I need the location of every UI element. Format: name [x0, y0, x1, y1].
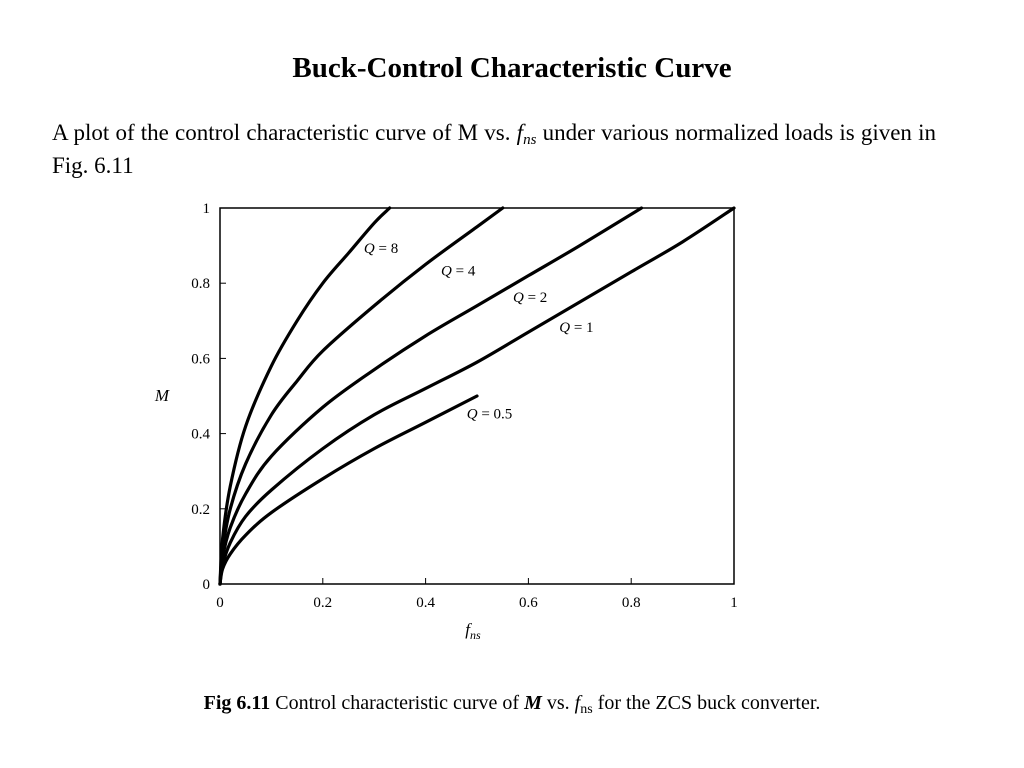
curve-series-0: [218, 206, 392, 586]
x-tick-label: 1: [730, 595, 738, 611]
caption-figure-number: Fig 6.11: [203, 692, 271, 714]
curve-series-1: [218, 206, 505, 586]
x-tick-label: 0.6: [519, 595, 538, 611]
curve-label: Q = 4: [441, 264, 476, 280]
x-tick-label: 0.8: [622, 595, 641, 611]
y-tick-label: 0.2: [191, 502, 210, 518]
figure-caption: Fig 6.11 Control characteristic curve of…: [0, 692, 1024, 717]
plot-frame: [219, 207, 735, 585]
x-axis-title: fns: [465, 620, 481, 642]
y-tick-label: 0.6: [191, 351, 210, 367]
x-tick-label: 0.2: [313, 595, 332, 611]
curves-group: [218, 206, 736, 586]
caption-f-subscript: ns: [580, 702, 593, 717]
slide-title: Buck-Control Characteristic Curve: [292, 52, 732, 84]
intro-f-symbol: f: [516, 120, 524, 145]
x-tick-label: 0.4: [416, 595, 435, 611]
caption-f-symbol: f: [574, 692, 581, 714]
caption-text-2: vs.: [546, 692, 570, 714]
characteristic-chart: 0 0.2 0.4 0.6 0.8 100.20.40.60.81 Q = 8Q = 4Q…: [154, 201, 738, 642]
intro-paragraph: A plot of the control characteristic cur…: [52, 116, 936, 182]
intro-f-subscript: ns: [523, 132, 537, 148]
axis-ticks: 0 0.2 0.4 0.6 0.8 1 0 0.2 0.4 0.6 0.8 1: [191, 201, 738, 611]
curve-label: Q = 0.5: [467, 407, 513, 423]
caption-text-3: for the ZCS buck converter.: [597, 692, 821, 714]
y-tick-label: 0.8: [191, 276, 210, 292]
curve-labels-group: Q = 8 Q = 4 Q = 2 Q = 1 Q = 0.5: [364, 241, 594, 422]
curve-label: Q = 1: [559, 320, 593, 336]
curve-label: Q = 8: [364, 241, 398, 257]
intro-text: A plot of the control characteristic cur…: [52, 120, 511, 145]
curve-series-2: [218, 206, 644, 586]
y-tick-label: 0: [203, 577, 211, 593]
intro-rest: under various normalized loads is given …: [52, 120, 936, 178]
curve-series-4: [218, 394, 479, 586]
y-axis-title: M: [154, 386, 170, 405]
caption-text-1: Control characteristic curve of: [275, 692, 520, 714]
x-tick-label: 0: [216, 595, 224, 611]
y-tick-label: 1: [203, 201, 211, 217]
curve-series-3: [218, 206, 736, 586]
y-tick-label: 0.4: [191, 427, 210, 443]
curve-label: Q = 2: [513, 290, 547, 306]
caption-m-symbol: M: [524, 692, 542, 714]
